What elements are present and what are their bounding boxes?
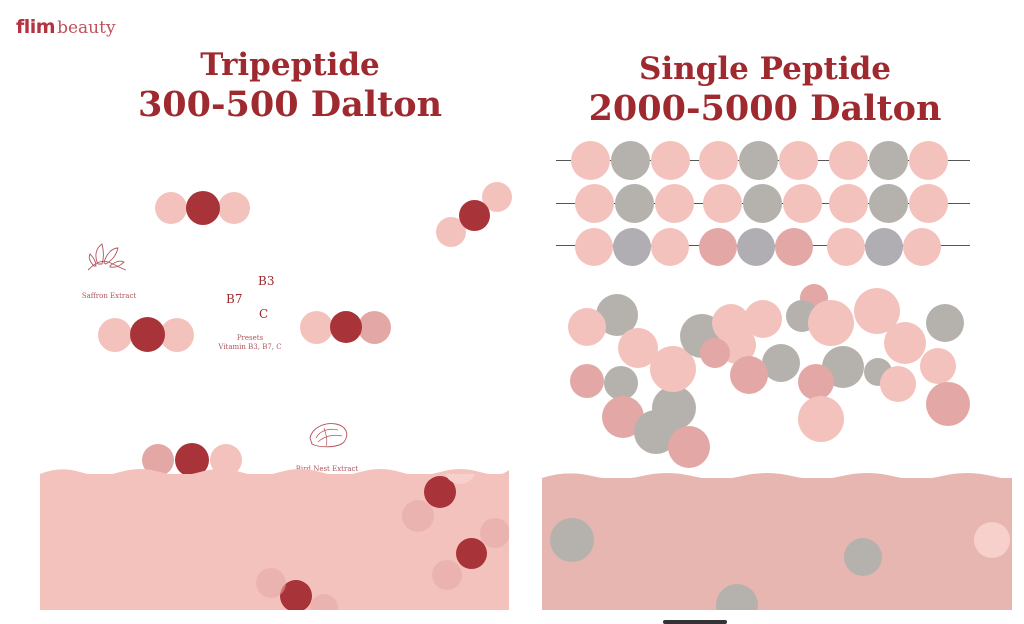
presets-line2: Vitamin B3, B7, C	[218, 343, 282, 351]
right-skin-layer	[542, 478, 1012, 610]
peptide-bead	[575, 184, 614, 223]
penetrating-peptide	[444, 474, 476, 484]
left-skin-layer	[40, 474, 509, 610]
left-subtitle: 300-500 Dalton	[137, 84, 443, 125]
peptide-bead	[459, 200, 490, 231]
brand-suffix: beauty	[57, 18, 116, 38]
brand-logo: flim beauty	[16, 16, 116, 38]
peptide-bead	[798, 364, 834, 400]
peptide-bead	[798, 396, 844, 442]
peptide-bead	[869, 141, 908, 180]
penetrating-peptide	[432, 560, 462, 590]
penetrating-peptide	[256, 568, 286, 598]
peptide-bead	[98, 318, 132, 352]
peptide-bead	[779, 141, 818, 180]
peptide-bead	[880, 366, 916, 402]
blocked-peptide	[844, 538, 882, 576]
peptide-bead	[762, 344, 800, 382]
right-title: Single Peptide	[638, 51, 892, 87]
peptide-bead	[611, 141, 650, 180]
peptide-bead	[700, 338, 730, 368]
peptide-bead	[730, 356, 768, 394]
penetrating-peptide	[456, 538, 487, 569]
presets-label: Presets Vitamin B3, B7, C	[214, 334, 286, 352]
peptide-bead	[571, 141, 610, 180]
peptide-bead	[926, 304, 964, 342]
peptide-bead	[909, 141, 948, 180]
peptide-bead	[869, 184, 908, 223]
peptide-bead	[926, 382, 970, 426]
peptide-bead	[651, 228, 689, 266]
right-title-block: Single Peptide 2000-5000 Dalton	[540, 50, 990, 130]
peptide-bead	[775, 228, 813, 266]
peptide-bead	[737, 228, 775, 266]
penetrating-peptide	[402, 500, 434, 532]
peptide-bead	[655, 184, 694, 223]
peptide-bead	[865, 228, 903, 266]
scroll-indicator[interactable]	[663, 620, 727, 624]
left-title: Tripeptide	[200, 47, 380, 83]
peptide-bead	[884, 322, 926, 364]
peptide-bead	[155, 192, 187, 224]
peptide-bead	[699, 228, 737, 266]
peptide-bead	[330, 311, 362, 343]
peptide-bead	[783, 184, 822, 223]
right-subtitle: 2000-5000 Dalton	[588, 88, 942, 129]
peptide-bead	[615, 184, 654, 223]
vitamin-c-label: C	[259, 307, 269, 321]
peptide-bead	[568, 308, 606, 346]
peptide-bead	[358, 311, 391, 344]
left-title-block: Tripeptide 300-500 Dalton	[60, 46, 520, 126]
peptide-bead	[699, 141, 738, 180]
peptide-bead	[829, 141, 868, 180]
peptide-bead	[903, 228, 941, 266]
blocked-peptide	[550, 518, 594, 562]
peptide-bead	[920, 348, 956, 384]
peptide-bead	[604, 366, 638, 400]
peptide-bead	[160, 318, 194, 352]
peptide-bead	[829, 184, 868, 223]
peptide-bead	[668, 426, 710, 468]
presets-line1: Presets	[236, 334, 264, 342]
blocked-peptide	[974, 522, 1010, 558]
peptide-bead	[909, 184, 948, 223]
peptide-bead	[218, 192, 250, 224]
bird-nest-icon	[309, 423, 348, 448]
peptide-bead	[743, 184, 782, 223]
peptide-bead	[739, 141, 778, 180]
brand-name: flim	[16, 16, 56, 38]
peptide-bead	[575, 228, 613, 266]
blocked-peptide	[716, 584, 758, 610]
peptide-bead	[827, 228, 865, 266]
penetrating-peptide	[480, 518, 509, 548]
peptide-bead	[570, 364, 604, 398]
saffron-flower-icon	[87, 243, 127, 271]
peptide-bead	[651, 141, 690, 180]
peptide-bead	[613, 228, 651, 266]
vitamin-b7-label: B7	[226, 292, 243, 306]
peptide-bead	[130, 317, 165, 352]
peptide-bead	[744, 300, 782, 338]
peptide-bead	[300, 311, 333, 344]
vitamin-b3-label: B3	[258, 274, 275, 288]
penetrating-peptide	[310, 594, 338, 610]
saffron-label: Saffron Extract	[81, 292, 137, 300]
bird-nest-label: Bird Nest Extract	[295, 465, 359, 473]
peptide-bead	[703, 184, 742, 223]
peptide-bead	[808, 300, 854, 346]
peptide-bead	[186, 191, 220, 225]
